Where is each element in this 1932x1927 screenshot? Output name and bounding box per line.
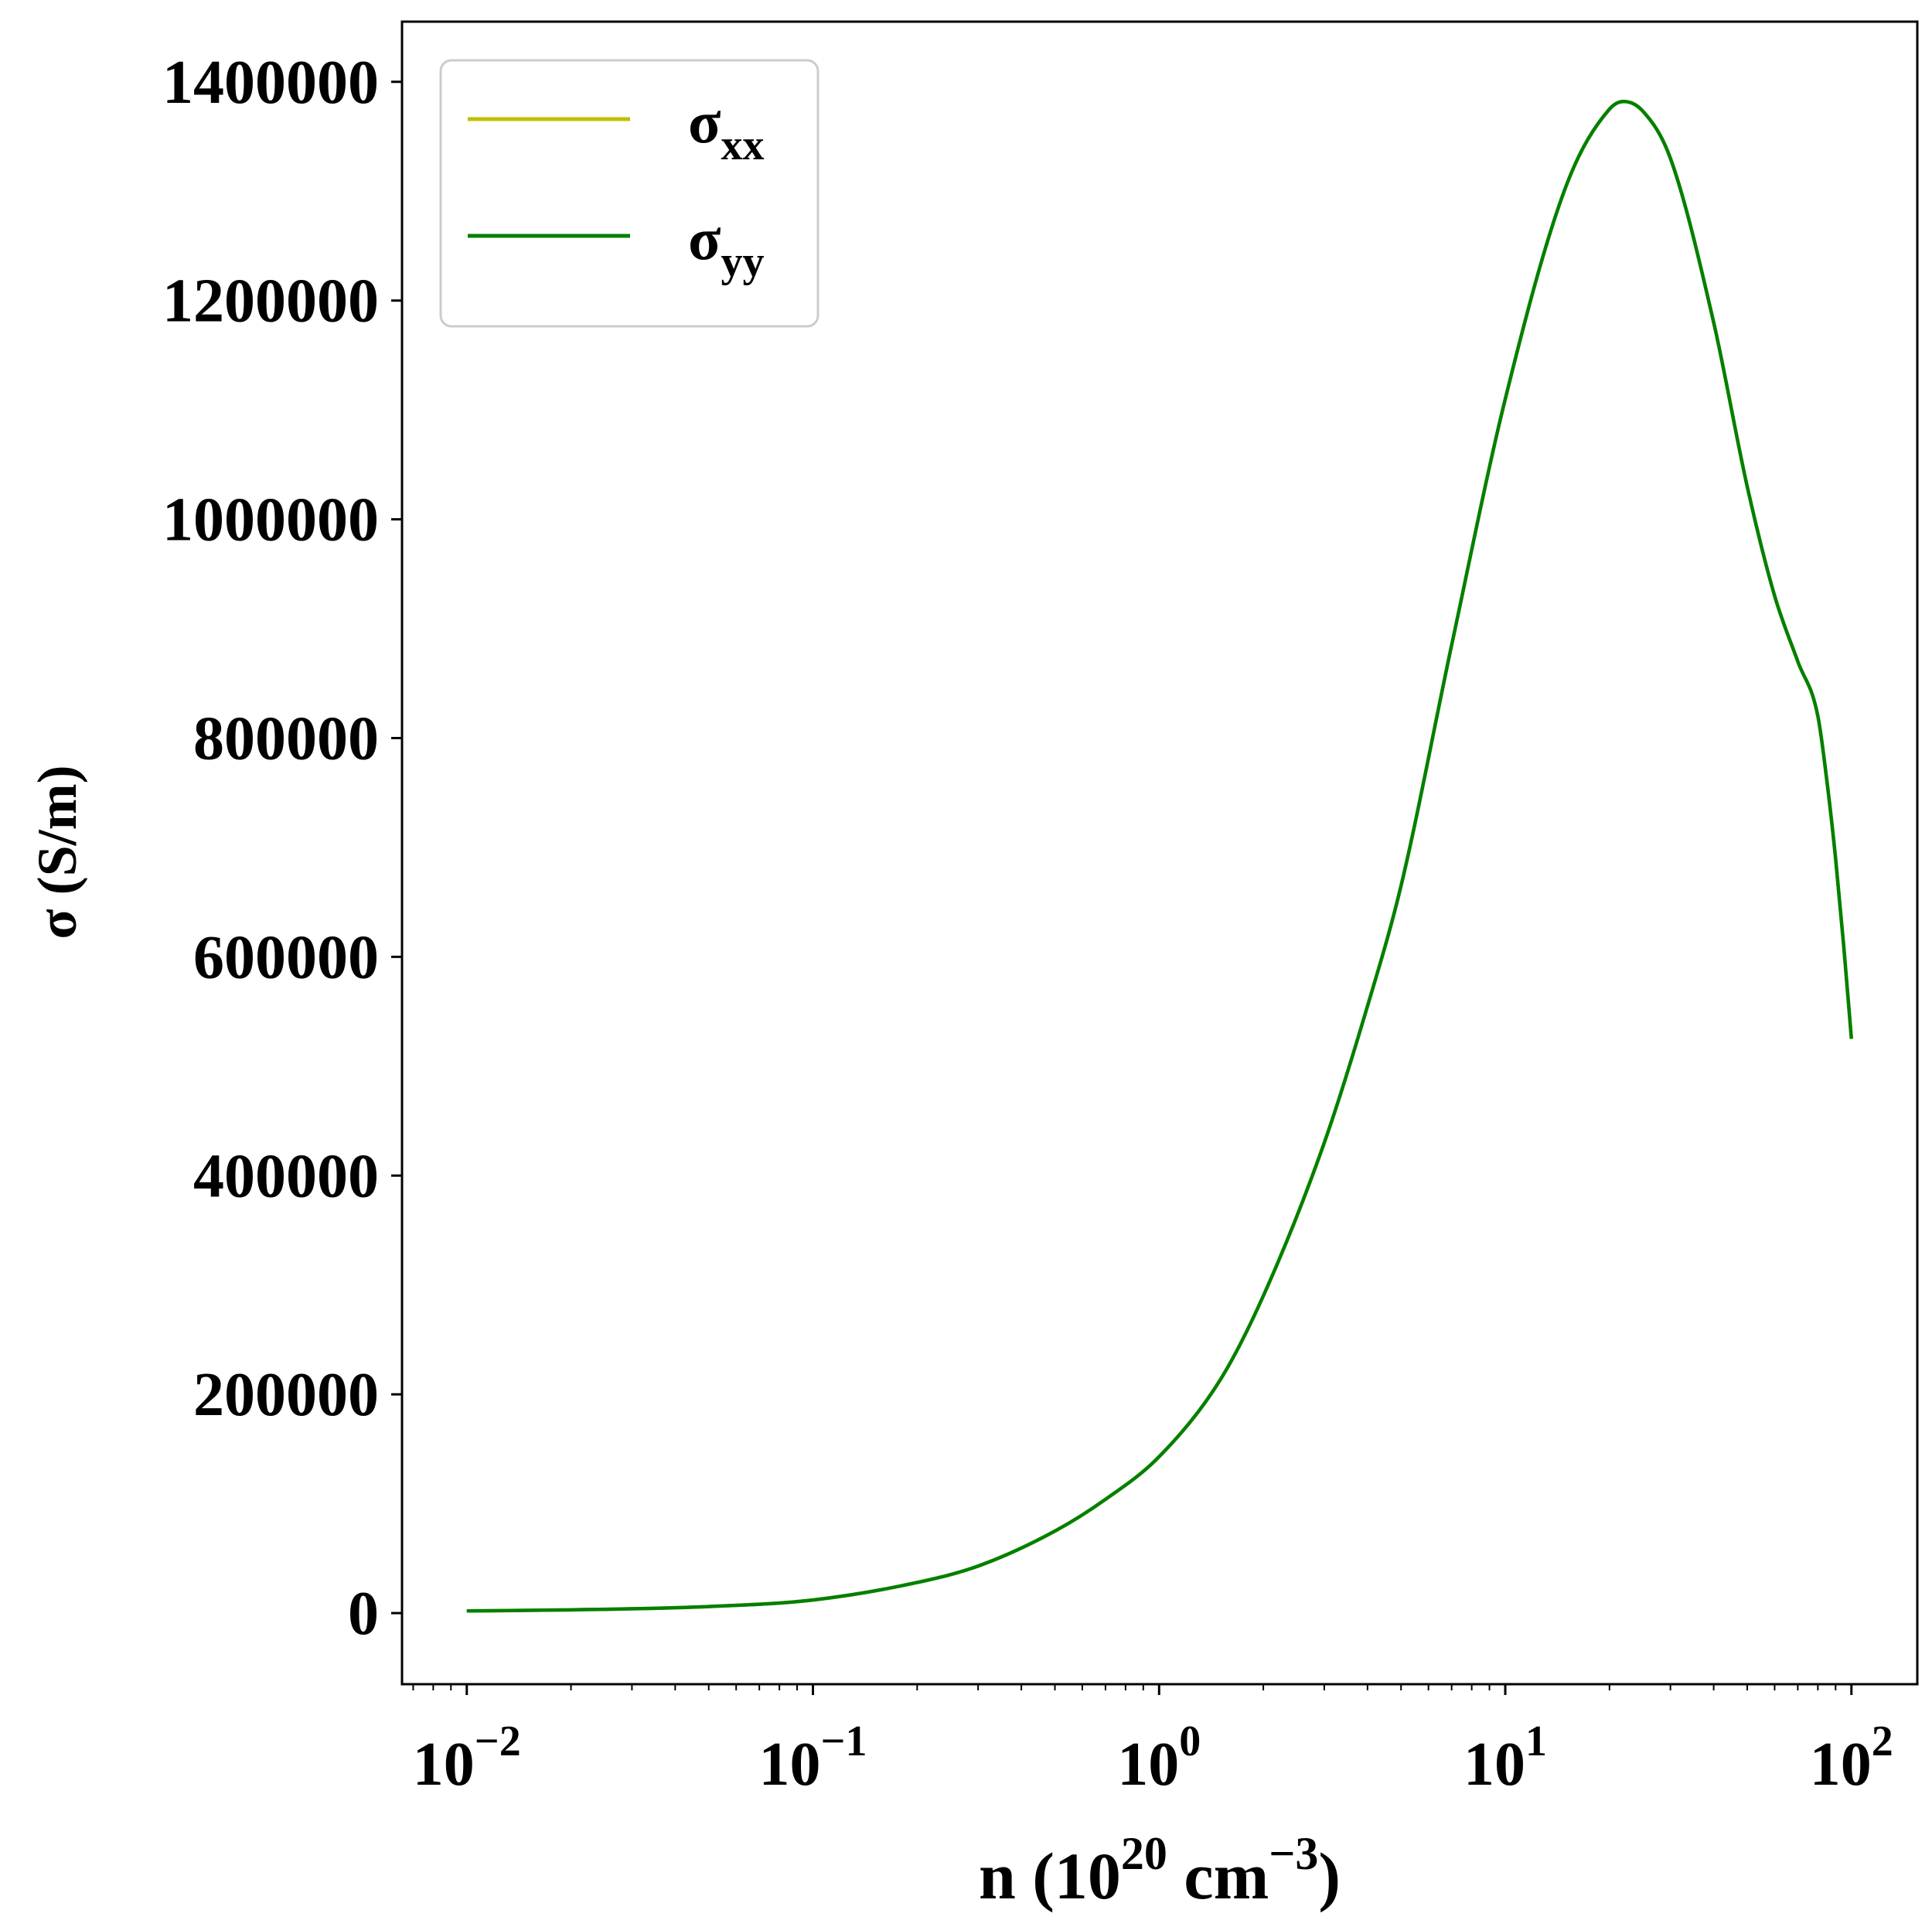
x-axis-label: n (1020 cm−3) bbox=[979, 1828, 1341, 1913]
y-tick-label: 1400000 bbox=[162, 49, 379, 117]
legend: σxx σyy bbox=[439, 59, 819, 328]
x-tick-label: 10−2 bbox=[413, 1717, 521, 1799]
x-axis-label-end: ) bbox=[1318, 1839, 1341, 1913]
legend-label-sigma-xx-base: σ bbox=[688, 88, 721, 155]
x-axis-label-mid: cm bbox=[1167, 1839, 1269, 1913]
y-tick-label: 0 bbox=[348, 1580, 379, 1648]
legend-label-sigma-yy-base: σ bbox=[688, 205, 721, 272]
y-tick-label: 200000 bbox=[193, 1361, 379, 1429]
x-tick-label: 101 bbox=[1463, 1717, 1547, 1799]
series-line-sigma-yy bbox=[466, 100, 1854, 1613]
legend-frame bbox=[439, 59, 819, 328]
y-tick-label: 800000 bbox=[193, 704, 379, 773]
series-lines bbox=[466, 100, 1854, 1613]
y-tick-label: 1200000 bbox=[162, 268, 379, 336]
axis-ticks: 0 200000 400000 600000 800000 1000000 1200000 1… bbox=[162, 49, 1893, 1799]
x-tick-label: 100 bbox=[1117, 1717, 1201, 1799]
legend-label-sigma-yy-sub: yy bbox=[721, 238, 764, 286]
y-axis-label: σ (S/m) bbox=[26, 765, 88, 939]
legend-label-sigma-xx: σxx bbox=[688, 88, 764, 169]
y-tick-label: 600000 bbox=[193, 923, 379, 991]
legend-label-sigma-xx-sub: xx bbox=[721, 121, 764, 169]
x-tick-label: 10−1 bbox=[759, 1717, 867, 1799]
x-axis-label-sup2: −3 bbox=[1269, 1828, 1318, 1879]
x-axis-label-sup1: 20 bbox=[1121, 1828, 1167, 1879]
x-tick-label: 102 bbox=[1810, 1717, 1893, 1799]
legend-label-sigma-yy: σyy bbox=[688, 205, 764, 286]
x-axis-label-base: n (10 bbox=[979, 1839, 1121, 1913]
y-tick-label: 1000000 bbox=[162, 486, 379, 554]
y-tick-label: 400000 bbox=[193, 1142, 379, 1210]
